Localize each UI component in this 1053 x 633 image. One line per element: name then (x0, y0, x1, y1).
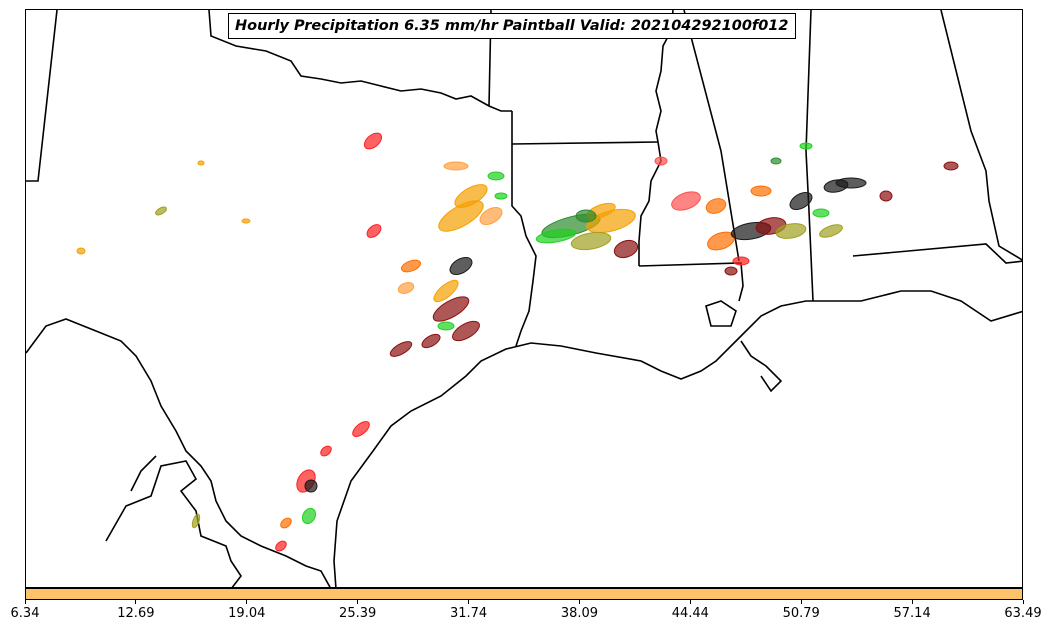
colorbar-tick (689, 600, 691, 604)
colorbar-tick (800, 600, 802, 604)
precip-blob (433, 279, 459, 303)
precip-blob (654, 156, 668, 166)
precip-blob (275, 540, 287, 552)
state-border-ar-la (511, 141, 659, 145)
colorbar-tick-label: 31.74 (449, 606, 488, 621)
precip-blob (432, 296, 470, 322)
precip-blob (775, 223, 807, 239)
precip-blob (487, 171, 505, 181)
precip-blob (449, 256, 473, 276)
state-border-la-ms (638, 262, 744, 302)
precip-blob (437, 321, 455, 331)
precip-members (76, 132, 959, 552)
precip-blob (320, 445, 332, 457)
precip-blob (570, 231, 612, 251)
precip-blob (76, 247, 86, 255)
la-delta (740, 340, 783, 393)
precip-blob (705, 198, 727, 214)
precip-blob (397, 282, 415, 294)
precip-blob (535, 228, 577, 244)
precip-blob (301, 507, 317, 525)
colorbar-tick (246, 600, 248, 604)
precip-blob (304, 479, 318, 493)
map-panel (25, 9, 1023, 588)
precip-blob (443, 161, 469, 171)
state-border-tx-la (511, 111, 537, 347)
precip-blob (155, 206, 167, 216)
mexico-state-border (105, 460, 242, 587)
precip-blob (789, 191, 813, 211)
boundaries (26, 10, 1022, 587)
precip-blob (389, 341, 413, 357)
red-river-border (208, 10, 512, 112)
precip-blob (421, 333, 441, 349)
colorbar-tick-label: 25.39 (339, 606, 377, 621)
colorbar-tick (357, 600, 359, 604)
precip-blob (197, 160, 205, 166)
colorbar-tick (1022, 600, 1024, 604)
colorbar-tick-label: 6.34 (10, 606, 40, 621)
precip-blob (366, 224, 382, 238)
precip-blob (812, 208, 830, 218)
paintball-map (26, 10, 1022, 587)
precip-blob (799, 142, 813, 150)
state-border-al-ga (940, 10, 1022, 261)
colorbar-tick-label: 12.69 (117, 606, 155, 621)
fl-panhandle-border (852, 243, 1022, 264)
precip-blob (438, 200, 484, 232)
precip-blob (400, 259, 422, 273)
rio-grande-border (26, 318, 331, 587)
la-coast-detail (705, 300, 737, 327)
precip-blob (454, 184, 488, 208)
precip-blob (575, 209, 597, 223)
precip-blob (613, 239, 639, 259)
precip-blob (452, 320, 480, 342)
precip-blob (732, 256, 750, 266)
precip-blob (943, 161, 959, 171)
state-border-ms-al (683, 10, 740, 262)
precip-blob (479, 206, 503, 226)
mexico-state-border-2 (130, 455, 157, 492)
precip-blob (671, 191, 701, 211)
colorbar-tick-label: 38.09 (560, 606, 599, 621)
colorbar-tick (578, 600, 580, 604)
precip-blob (750, 185, 772, 197)
precip-blob (241, 218, 251, 224)
colorbar-tick-label: 50.79 (782, 606, 820, 621)
colorbar-tick (24, 600, 26, 604)
precip-blob (280, 517, 292, 529)
colorbar-tick-label: 19.04 (228, 606, 266, 621)
colorbar-tick (468, 600, 470, 604)
precip-blob (494, 192, 508, 200)
precip-blob (770, 157, 782, 165)
precip-blob (819, 224, 843, 238)
state-border-nm-tx (26, 10, 58, 182)
gulf-coastline (333, 290, 1022, 587)
precip-blob (352, 421, 370, 437)
colorbar-tick (911, 600, 913, 604)
state-border-ms-al-2 (805, 10, 814, 302)
colorbar-tick-label: 44.44 (671, 606, 709, 621)
precip-blob (363, 132, 383, 150)
precip-blob (724, 266, 738, 276)
precip-blob (191, 513, 201, 529)
colorbar-tick (135, 600, 137, 604)
colorbar-tick-label: 57.14 (893, 606, 931, 621)
mississippi-river (638, 10, 674, 266)
colorbar (25, 588, 1023, 600)
map-title: Hourly Precipitation 6.35 mm/hr Paintbal… (228, 13, 796, 39)
precip-blob (835, 177, 867, 189)
precip-blob (879, 190, 893, 202)
colorbar-tick-label: 63.49 (1004, 606, 1042, 621)
